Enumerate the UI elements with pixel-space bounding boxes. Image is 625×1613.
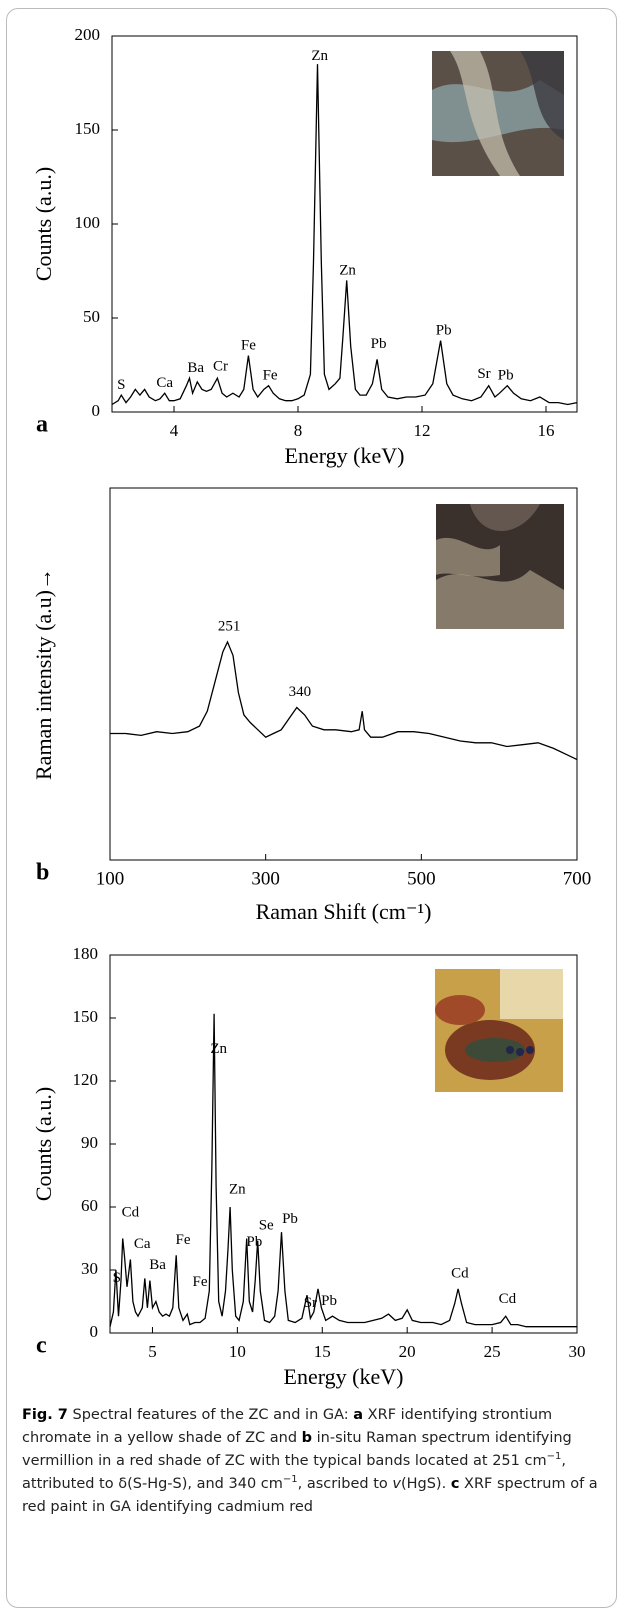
inset-photo-a xyxy=(432,51,564,176)
peak-label: Cd xyxy=(499,1291,517,1307)
peak-label: Zn xyxy=(229,1182,246,1198)
x-tick-label: 15 xyxy=(314,1342,331,1361)
y-tick-label: 100 xyxy=(75,213,101,232)
caption-italic: v xyxy=(392,1476,401,1492)
spectrum-line xyxy=(110,640,578,761)
y-tick-label: 0 xyxy=(90,1322,99,1341)
spectrum-line xyxy=(111,64,578,406)
caption-figure-number: Fig. 7 xyxy=(22,1407,68,1423)
figure-caption: Fig. 7 Spectral features of the ZC and i… xyxy=(22,1404,607,1519)
panel-label: b xyxy=(36,860,49,886)
peak-label: S xyxy=(117,377,125,393)
x-tick-label: 8 xyxy=(294,421,303,440)
inset-photo-c xyxy=(435,969,563,1092)
caption-text: , ascribed to xyxy=(297,1476,393,1492)
y-tick-label: 200 xyxy=(75,25,101,44)
caption-superscript: −1 xyxy=(282,1474,298,1486)
x-tick-label: 10 xyxy=(229,1342,246,1361)
peak-label: Fe xyxy=(263,368,278,384)
y-tick-label: 90 xyxy=(81,1133,98,1152)
peak-label: Fe xyxy=(193,1274,208,1290)
x-axis-label: Energy (keV) xyxy=(285,443,405,468)
x-tick-label: 30 xyxy=(569,1342,586,1361)
y-axis-label: Counts (a.u.) xyxy=(31,1087,56,1201)
y-tick-label: 60 xyxy=(81,1196,98,1215)
x-tick-label: 100 xyxy=(96,868,125,889)
peak-label: Pb xyxy=(498,368,514,384)
peak-label: Cd xyxy=(122,1205,140,1221)
peak-label: Ca xyxy=(134,1236,151,1252)
y-axis-label: Counts (a.u.) xyxy=(31,167,56,281)
peak-label: Zn xyxy=(339,262,356,278)
caption-superscript: −1 xyxy=(546,1451,562,1463)
caption-text: XRF identifying strontium chromate in a … xyxy=(22,1407,553,1446)
caption-panel-ref: c xyxy=(450,1476,460,1492)
spectrum-line xyxy=(109,1013,577,1328)
y-tick-label: 120 xyxy=(73,1070,99,1089)
peak-label: S xyxy=(113,1270,121,1286)
peak-label: Sr xyxy=(477,366,490,382)
peak-label: Ca xyxy=(156,375,173,391)
plot-frame xyxy=(109,487,578,861)
caption-text: in-situ Raman spectrum identifying vermi… xyxy=(22,1430,572,1469)
y-axis-label: Raman intensity (a.u)→ xyxy=(31,568,56,780)
peak-label: Ba xyxy=(187,360,204,376)
x-tick-label: 300 xyxy=(251,868,280,889)
x-tick-label: 25 xyxy=(484,1342,501,1361)
peak-label: Pb xyxy=(436,323,452,339)
x-tick-label: 500 xyxy=(407,868,436,889)
caption-panel-ref: a xyxy=(353,1407,364,1423)
y-tick-label: 150 xyxy=(73,1007,99,1026)
panel-label: a xyxy=(36,412,48,438)
caption-panel-ref: b xyxy=(301,1430,313,1446)
caption-text: (HgS). xyxy=(400,1476,451,1492)
x-axis-label: Energy (keV) xyxy=(284,1364,404,1389)
peak-label: Pb xyxy=(371,336,387,352)
y-tick-label: 180 xyxy=(73,944,99,963)
peak-label: Cr xyxy=(213,358,228,374)
y-tick-label: 50 xyxy=(83,307,100,326)
x-tick-label: 16 xyxy=(538,421,555,440)
peak-label: Pb xyxy=(246,1234,262,1250)
peak-label: Ba xyxy=(149,1257,166,1273)
peak-label: Sr xyxy=(304,1295,317,1311)
y-tick-label: 0 xyxy=(92,401,101,420)
inset-photo-b xyxy=(436,504,564,629)
x-tick-label: 5 xyxy=(148,1342,157,1361)
panel-label: c xyxy=(36,1333,47,1359)
y-tick-label: 150 xyxy=(75,119,101,138)
figure-frame xyxy=(6,8,617,1608)
peak-label: Fe xyxy=(241,338,256,354)
peak-label: Zn xyxy=(210,1041,227,1057)
caption-text: , attributed to δ(S-Hg-S), and 340 cm xyxy=(22,1453,566,1492)
x-tick-label: 4 xyxy=(170,421,179,440)
y-tick-label: 30 xyxy=(81,1259,98,1278)
peak-label: Fe xyxy=(176,1232,191,1248)
peak-label: Pb xyxy=(282,1211,298,1227)
peak-label: Pb xyxy=(321,1293,337,1309)
peak-label: Se xyxy=(259,1217,274,1233)
peak-label: 340 xyxy=(289,684,312,700)
peak-label: Cd xyxy=(451,1266,469,1282)
peak-label: 251 xyxy=(218,619,241,635)
x-tick-label: 20 xyxy=(399,1342,416,1361)
x-tick-label: 12 xyxy=(414,421,431,440)
x-axis-label: Raman Shift (cm⁻¹) xyxy=(256,899,432,924)
peak-label: Zn xyxy=(311,48,328,64)
caption-text: XRF spectrum of a red paint in GA identi… xyxy=(22,1476,598,1515)
x-tick-label: 700 xyxy=(563,868,592,889)
caption-text: Spectral features of the ZC and in GA: xyxy=(67,1407,354,1423)
